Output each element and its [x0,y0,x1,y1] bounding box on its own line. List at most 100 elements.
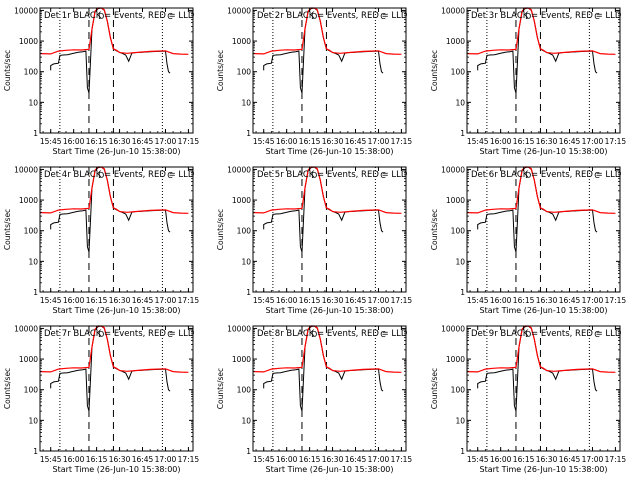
y-tick-label: 10000 [227,165,251,174]
x-tick-label: 16:15 [513,455,535,464]
y-tick-label: 1 [460,447,465,456]
x-tick-label: 16:45 [345,296,367,305]
plot-frame [466,7,621,134]
x-tick-label: 16:00 [63,137,85,146]
x-tick-label: 16:15 [299,137,321,146]
lld-series-line [252,7,402,55]
plot-frame [252,166,407,293]
y-tick-label: 1 [246,288,251,297]
chart-title: Det 6r BLACK = Events, RED = LLD [471,170,622,180]
x-tick-label: 17:15 [391,296,413,305]
x-axis-label: Start Time (26-Jun-10 15:38:00) [480,147,608,156]
marker-label-C: C [167,171,173,180]
y-axis-label: Counts/sec [430,209,439,250]
x-tick-label: 16:00 [276,137,298,146]
x-axis-label: Start Time (26-Jun-10 15:38:00) [53,306,181,315]
x-tick-label: 16:30 [536,296,558,305]
x-tick-label: 17:00 [368,296,390,305]
x-tick-label: 16:45 [559,296,581,305]
plot-frame [39,7,194,134]
x-tick-label: 17:15 [391,137,413,146]
x-tick-label: 17:00 [582,455,604,464]
y-tick-label: 1000 [232,355,251,364]
x-tick-label: 15:45 [253,455,275,464]
y-tick-label: 100 [237,227,252,236]
marker-label-C: C [380,12,386,21]
x-tick-label: 16:00 [276,296,298,305]
y-tick-label: 1000 [232,196,251,205]
y-tick-label: 10000 [14,324,38,333]
x-tick-label: 16:45 [132,296,154,305]
x-tick-label: 16:45 [132,455,154,464]
y-axis-label: Counts/sec [216,50,225,91]
marker-label-C: C [380,171,386,180]
y-tick-label: 100 [451,386,466,395]
lld-series-line [466,166,616,214]
marker-label-D: D [98,171,104,180]
x-tick-label: 16:15 [299,296,321,305]
x-tick-label: 15:45 [467,137,489,146]
chart-title: Det 3r BLACK = Events, RED = LLD [471,11,622,21]
plot-frame [252,7,407,134]
x-tick-label: 17:15 [605,455,627,464]
y-tick-label: 100 [237,386,252,395]
y-tick-label: 10 [241,416,251,425]
y-tick-label: 1000 [446,196,465,205]
lld-series-line [252,166,402,214]
y-tick-label: 100 [24,68,39,77]
x-tick-label: 17:00 [582,296,604,305]
x-tick-label: 16:15 [86,137,108,146]
y-tick-label: 1000 [446,37,465,46]
x-tick-label: 16:45 [559,137,581,146]
marker-label-D: D [525,171,531,180]
y-tick-label: 1000 [19,355,38,364]
y-tick-label: 10000 [227,6,251,15]
y-axis-label: Counts/sec [216,209,225,250]
x-tick-label: 16:45 [132,137,154,146]
y-tick-label: 10 [455,257,465,266]
plot-frame [252,325,407,452]
y-tick-label: 1000 [19,196,38,205]
x-tick-label: 17:00 [155,455,177,464]
y-tick-label: 10 [241,98,251,107]
y-tick-label: 10 [241,257,251,266]
x-axis-label: Start Time (26-Jun-10 15:38:00) [480,306,608,315]
chart-title: Det 9r BLACK = Events, RED = LLD [471,329,622,339]
y-tick-label: 1000 [19,37,38,46]
x-tick-label: 16:30 [536,455,558,464]
x-tick-label: 17:00 [155,296,177,305]
x-tick-label: 15:45 [40,137,62,146]
x-tick-label: 15:45 [253,296,275,305]
y-tick-label: 10000 [14,165,38,174]
x-tick-label: 16:30 [109,296,131,305]
marker-label-C: C [167,12,173,21]
chart-title: Det 1r BLACK = Events, RED = LLD [44,11,195,21]
lld-series-line [39,7,189,55]
y-tick-label: 1000 [446,355,465,364]
y-tick-label: 100 [237,68,252,77]
x-tick-label: 16:45 [345,455,367,464]
x-tick-label: 17:00 [155,137,177,146]
x-tick-label: 17:15 [178,455,200,464]
x-tick-label: 17:15 [178,296,200,305]
x-tick-label: 16:00 [490,296,512,305]
x-tick-label: 16:00 [490,137,512,146]
y-axis-label: Counts/sec [3,209,12,250]
plot-frame [39,325,194,452]
x-axis-label: Start Time (26-Jun-10 15:38:00) [266,306,394,315]
x-tick-label: 16:00 [63,296,85,305]
marker-label-D: D [98,12,104,21]
y-tick-label: 10000 [14,6,38,15]
x-tick-label: 15:45 [253,137,275,146]
x-axis-label: Start Time (26-Jun-10 15:38:00) [266,147,394,156]
x-tick-label: 17:15 [391,455,413,464]
y-tick-label: 1 [33,288,38,297]
y-tick-label: 1 [33,129,38,138]
